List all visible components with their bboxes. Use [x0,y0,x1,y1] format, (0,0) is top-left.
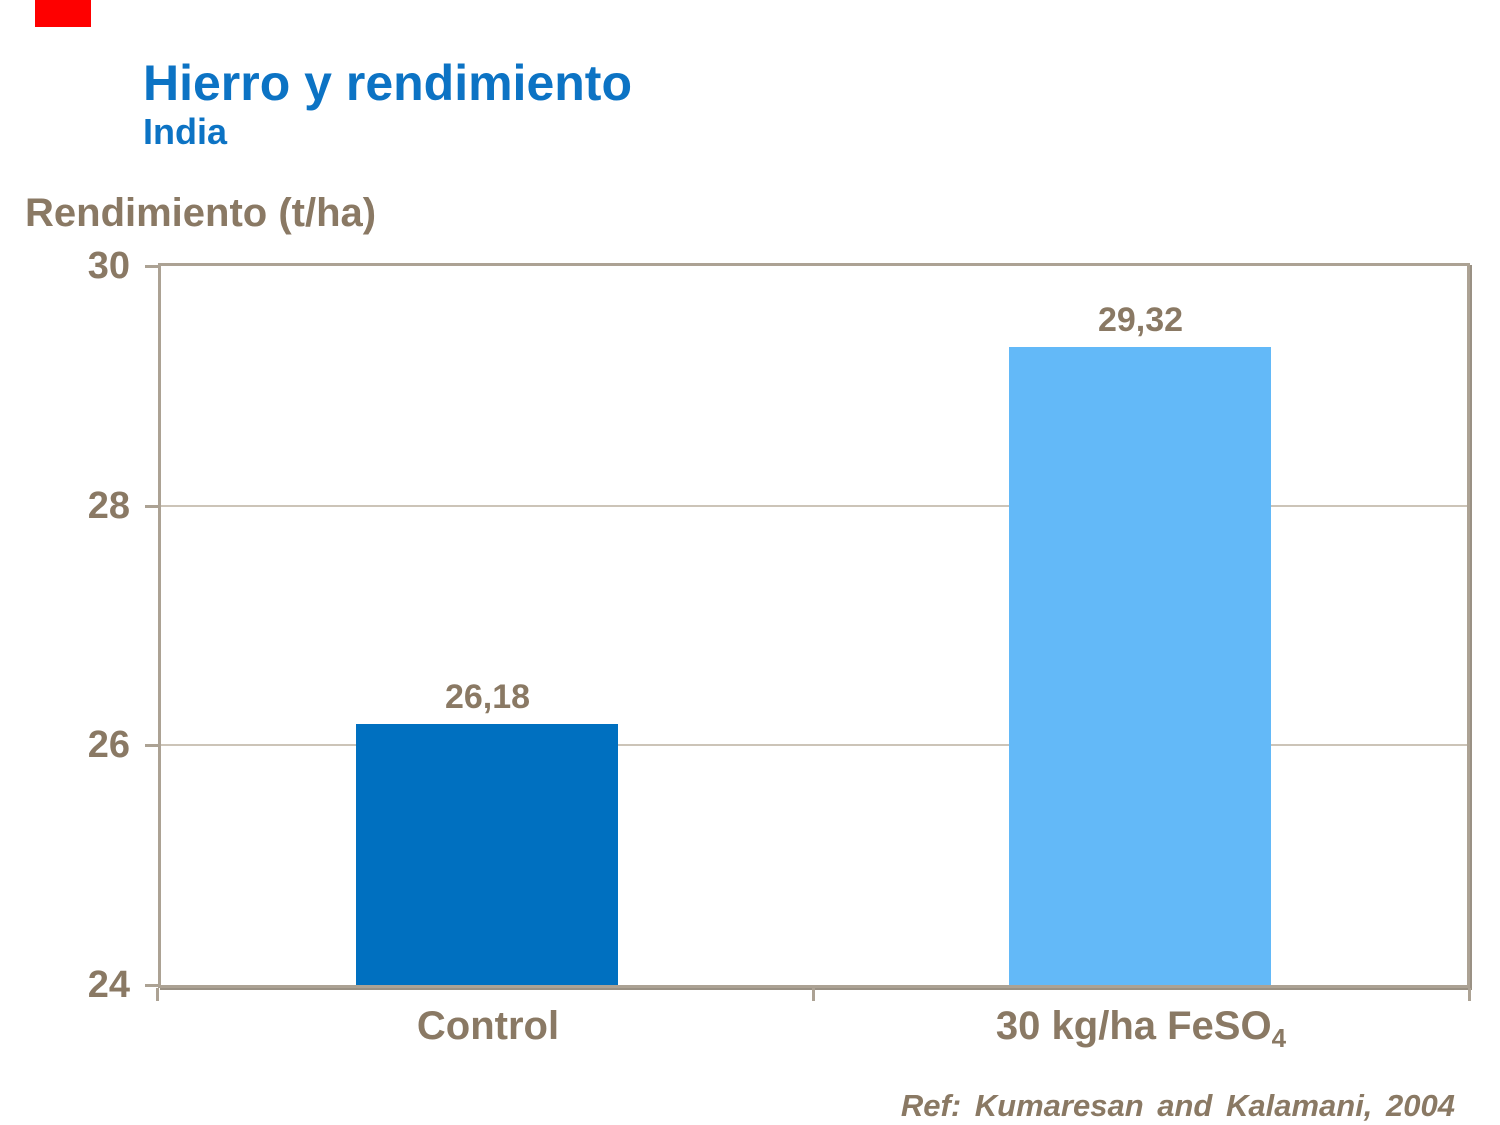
y-tick-mark-24 [145,984,158,987]
bar-30-kg-ha-feso4 [1009,347,1272,985]
x-tick-mark-1 [812,988,815,1001]
reference-text: Ref: Kumaresan and Kalamani, 2004 [900,1088,1455,1123]
slide-accent-bar [35,0,91,27]
plot-area: 26,18 29,32 [158,263,1470,988]
x-category-label-text: Control [416,1004,560,1048]
y-tick-label-26: 26 [87,724,130,766]
x-category-label-text: 30 kg/ha FeSO [995,1004,1272,1048]
slide-title: Hierro y rendimiento [143,55,632,111]
y-tick-label-28: 28 [87,485,130,527]
gridline-26 [161,744,1467,746]
bar-value-label-30-kg-ha-feso4: 29,32 [1097,301,1184,339]
bar-value-label-control: 26,18 [444,678,531,716]
y-tick-mark-30 [145,265,158,268]
x-tick-mark-0 [156,988,159,1001]
y-tick-mark-28 [145,505,158,508]
x-category-label-subscript: 4 [1271,1023,1287,1053]
bar-column-control: 26,18 [226,266,748,985]
y-tick-mark-26 [145,744,158,747]
bar-control [356,724,619,985]
x-category-label-30-kg-ha-feso4: 30 kg/ha FeSO4 [841,1003,1441,1061]
y-axis-title: Rendimiento (t/ha) [25,191,377,235]
y-tick-label-30: 30 [87,245,130,287]
x-tick-mark-2 [1468,988,1471,1001]
y-tick-label-24: 24 [87,964,130,1006]
x-category-label-control: Control [188,1003,788,1049]
bar-column-30-kg-ha-feso4: 29,32 [879,266,1401,985]
slide-subtitle: India [143,111,228,152]
gridline-28 [161,505,1467,507]
